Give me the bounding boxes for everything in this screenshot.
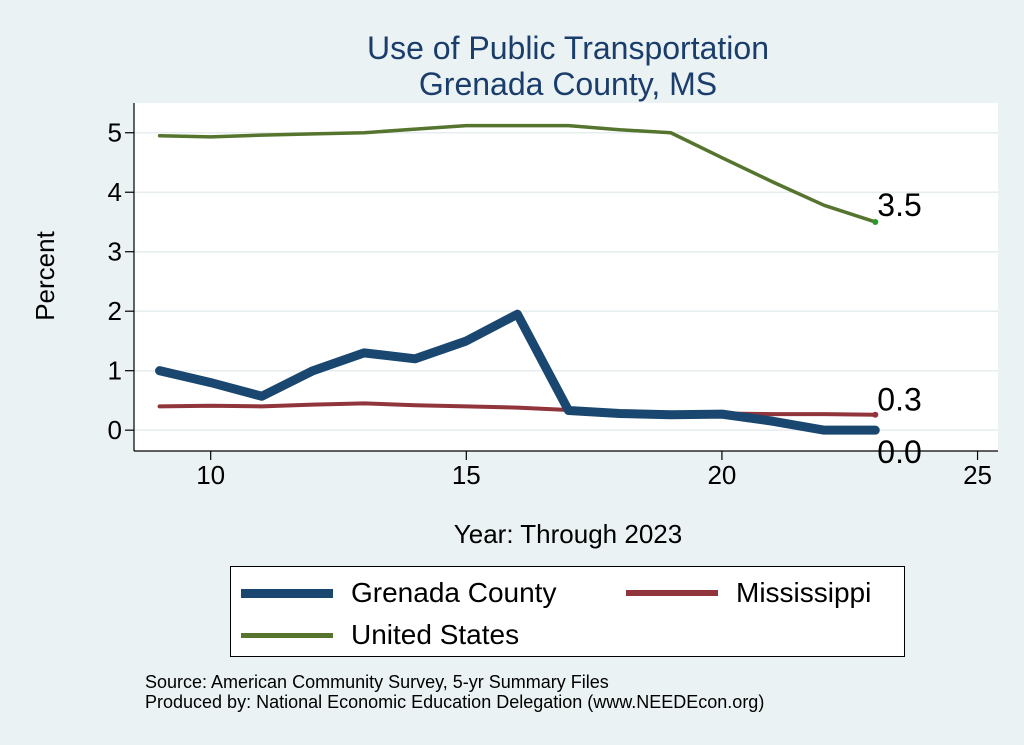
- source-note: Source: American Community Survey, 5-yr …: [145, 672, 764, 712]
- y-axis-title: Percent: [30, 230, 60, 320]
- legend-item-united-states: United States: [241, 619, 519, 651]
- legend-swatch-mississippi: [626, 590, 718, 596]
- legend-item-grenada-county: Grenada County: [241, 577, 556, 609]
- legend-swatch-united-states: [241, 632, 333, 638]
- series-line-mississippi: [157, 401, 878, 417]
- end-label-grenada-county: 0.0: [877, 434, 921, 470]
- x-tick-labels: 10 15 20 25: [196, 460, 992, 490]
- legend: Grenada County Mississippi United States: [230, 566, 905, 657]
- end-label-mississippi: 0.3: [877, 382, 921, 418]
- x-axis-title: Year: Through 2023: [454, 519, 682, 549]
- legend-label-mississippi: Mississippi: [736, 577, 872, 608]
- end-marker-united-states: [872, 218, 879, 225]
- y-tick-labels: 0 1 2 3 4 5: [108, 118, 122, 445]
- series-line-grenada-county: [155, 309, 880, 435]
- series-line-united-states: [157, 123, 878, 224]
- x-tick-label-20: 20: [707, 460, 736, 490]
- series-lines: [155, 123, 880, 435]
- y-tick-label-1: 1: [108, 356, 122, 386]
- chart-title-line-2: Grenada County, MS: [419, 66, 717, 102]
- end-label-united-states: 3.5: [877, 187, 921, 223]
- y-tick-label-2: 2: [108, 296, 122, 326]
- x-tick-label-15: 15: [452, 460, 481, 490]
- end-labels: 0.0 0.3 3.5: [872, 187, 922, 470]
- axes: [125, 103, 998, 460]
- chart-title-line-1: Use of Public Transportation: [367, 30, 769, 66]
- gridlines: [134, 131, 998, 431]
- x-tick-label-10: 10: [196, 460, 225, 490]
- y-tick-label-4: 4: [108, 177, 122, 207]
- y-tick-label-3: 3: [108, 237, 122, 267]
- legend-item-mississippi: Mississippi: [626, 577, 871, 609]
- y-tick-label-0: 0: [108, 415, 122, 445]
- chart: Use of Public Transportation Grenada Cou…: [30, 30, 998, 549]
- end-marker-grenada-county: [872, 427, 879, 434]
- y-tick-label-5: 5: [108, 118, 122, 148]
- source-line: Source: American Community Survey, 5-yr …: [145, 672, 609, 692]
- x-tick-label-25: 25: [963, 460, 992, 490]
- end-marker-mississippi: [872, 411, 879, 418]
- legend-swatch-grenada-county: [241, 588, 333, 598]
- legend-label-grenada-county: Grenada County: [351, 577, 557, 608]
- produced-by-line: Produced by: National Economic Education…: [145, 692, 765, 712]
- legend-label-united-states: United States: [351, 619, 520, 650]
